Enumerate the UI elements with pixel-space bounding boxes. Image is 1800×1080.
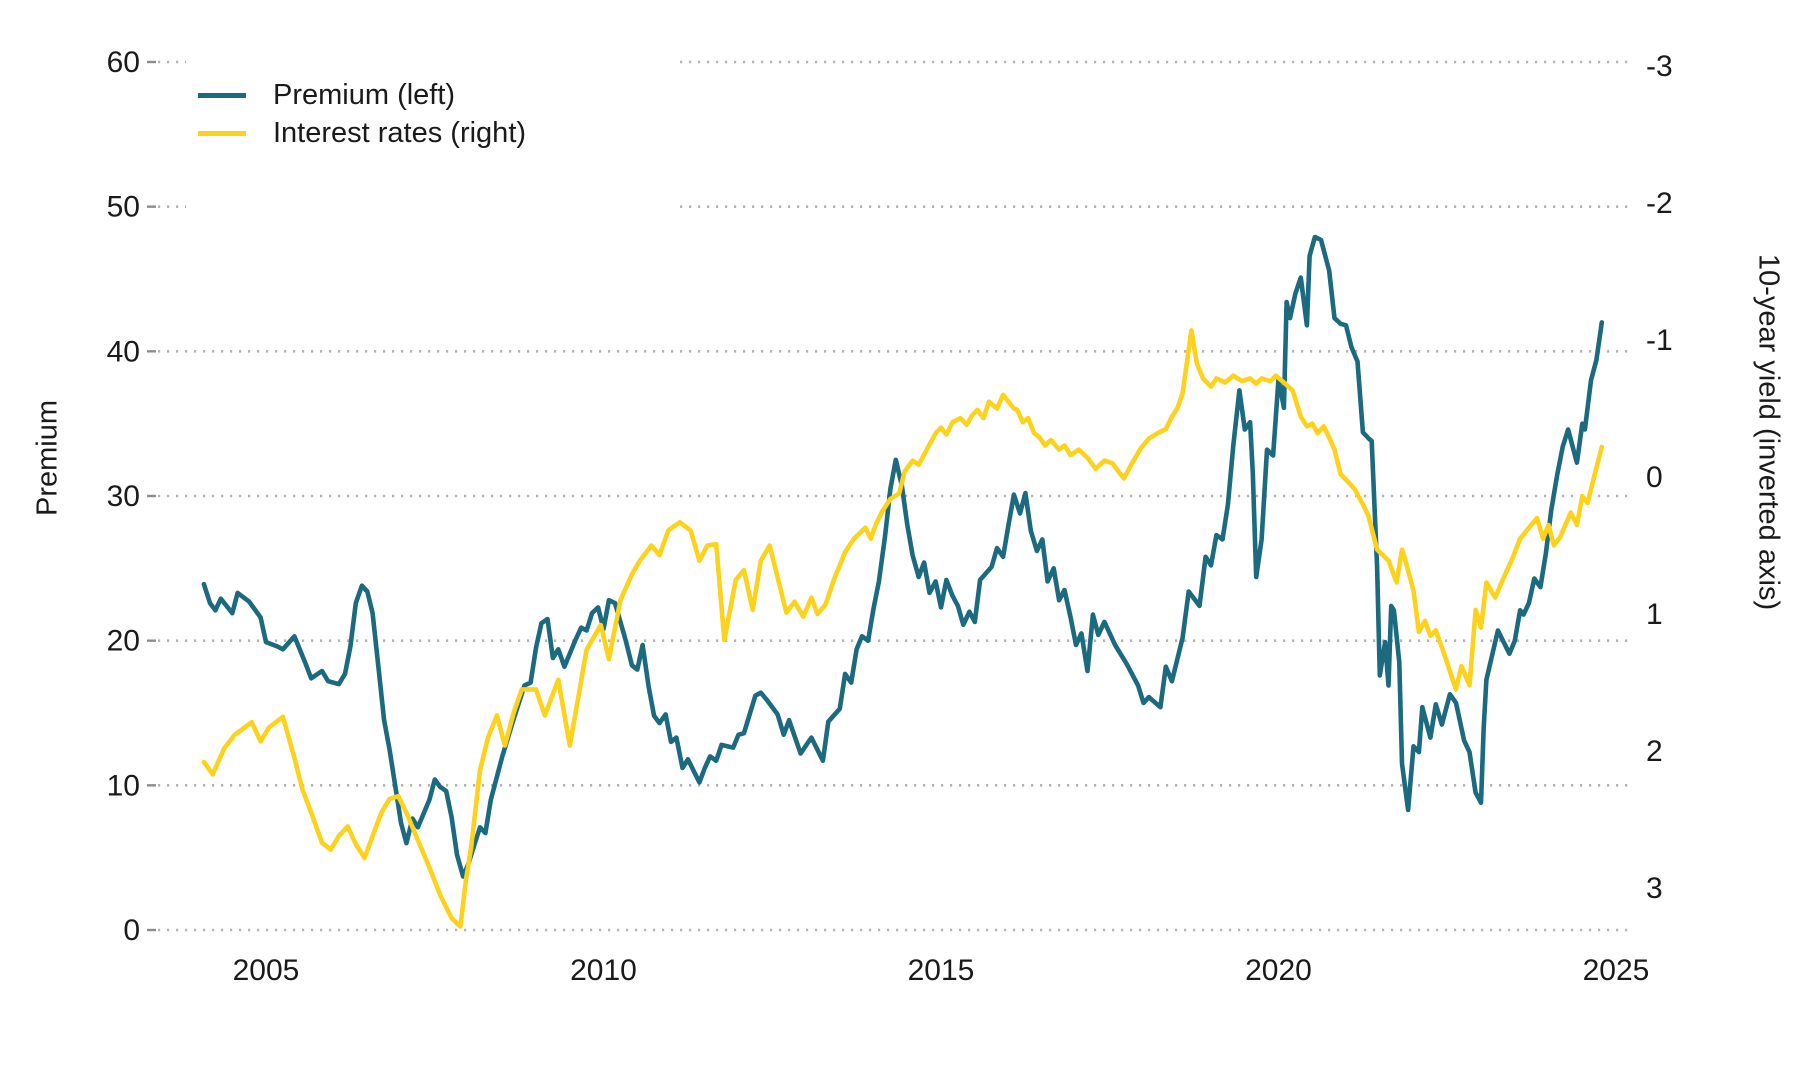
x-axis-tick-label: 2010 [570, 954, 637, 987]
interest-rates-line [201, 328, 1605, 929]
left-axis-tick-label: 30 [107, 480, 140, 513]
right-axis-tick-label: -3 [1646, 50, 1673, 83]
left-axis-title: Premium [31, 399, 64, 517]
right-axis-title: 10-year yield (inverted axis) [1752, 253, 1785, 611]
left-axis-tick-label: 40 [107, 335, 140, 368]
left-axis-tick-label: 20 [107, 625, 140, 658]
right-axis-tick-label: 2 [1646, 735, 1663, 768]
right-axis-tick-label: -2 [1646, 187, 1673, 220]
premium-line [201, 234, 1605, 879]
x-axis-tick-label: 2005 [233, 954, 300, 987]
left-axis-tick-label: 50 [107, 191, 140, 224]
left-axis-tick-label: 10 [107, 769, 140, 802]
x-axis-tick-label: 2015 [908, 954, 975, 987]
legend-label-premium: Premium (left) [273, 79, 456, 111]
legend-label-interest-rates: Interest rates (right) [273, 117, 527, 149]
x-axis-tick-label: 2020 [1245, 954, 1312, 987]
left-axis-tick-label: 0 [123, 914, 140, 947]
legend: Premium (left) Interest rates (right) [186, 46, 680, 226]
legend-item-premium: Premium (left) [198, 80, 455, 110]
premium-line-swatch [198, 92, 246, 98]
right-axis-tick-label: -1 [1646, 324, 1673, 357]
x-axis-tick-label: 2025 [1583, 954, 1650, 987]
legend-item-interest-rates: Interest rates (right) [198, 118, 526, 148]
right-axis-tick-label: 1 [1646, 598, 1663, 631]
right-axis-tick-label: 3 [1646, 872, 1663, 905]
left-axis-tick-label: 60 [107, 46, 140, 79]
right-axis-tick-label: 0 [1646, 461, 1663, 494]
interest-rates-line-swatch [198, 130, 246, 136]
